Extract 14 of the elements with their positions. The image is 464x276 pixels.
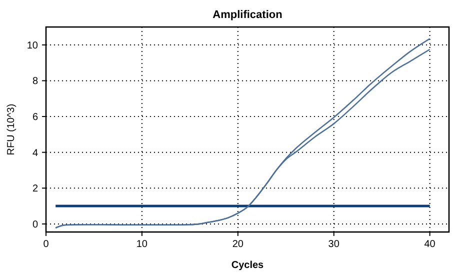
x-axis-title: Cycles	[231, 260, 264, 271]
y-tick-label: 0	[32, 219, 38, 230]
x-tick-label: 20	[232, 239, 244, 250]
chart-title: Amplification	[212, 9, 283, 21]
y-tick-label: 8	[32, 76, 38, 88]
x-tick-label: 40	[424, 239, 436, 250]
x-tick-label: 0	[43, 239, 50, 250]
y-tick-label: 10	[26, 40, 38, 52]
y-axis-title: RFU (10^3)	[6, 104, 17, 156]
y-tick-label: 2	[32, 184, 38, 195]
x-tick-label: 10	[136, 239, 148, 250]
y-tick-label: 4	[32, 148, 38, 159]
x-tick-label: 30	[328, 239, 340, 250]
y-tick-label: 6	[32, 112, 38, 124]
